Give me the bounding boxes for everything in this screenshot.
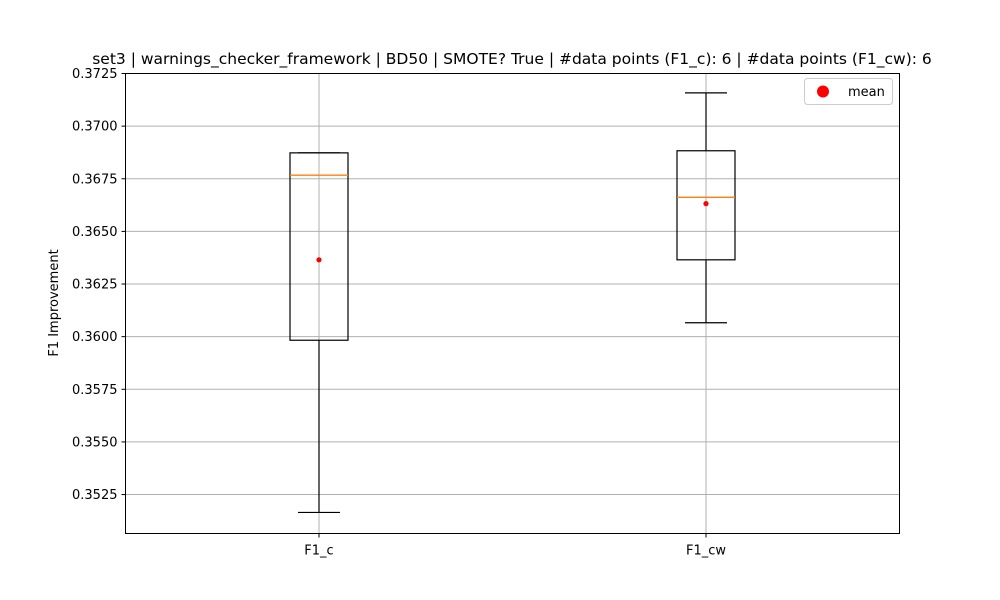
iqr-box: [676, 150, 736, 261]
ticks: 0.3525 0.3550 0.3575 0.3600 0.3625 0.3650 0.36…: [72, 67, 726, 559]
y-tick-label: 0.3575: [72, 383, 118, 398]
y-tick-label: 0.3650: [72, 225, 118, 240]
y-tick-label: 0.3525: [72, 488, 118, 503]
y-axis-label: F1 Improvement: [47, 249, 62, 356]
grid: [125, 73, 900, 534]
box-F1_c: [289, 152, 349, 514]
box-F1_cw: [676, 92, 736, 324]
x-tick-label: F1_cw: [686, 544, 726, 559]
mean-marker: [703, 201, 709, 207]
legend-frame: [804, 78, 893, 105]
y-tick-label: 0.3600: [72, 330, 118, 345]
y-tick-label: 0.3700: [72, 120, 118, 135]
y-tick-label: 0.3675: [72, 172, 118, 187]
y-tick-label: 0.3550: [72, 435, 118, 450]
plot-frame: [125, 73, 900, 534]
y-tick-label: 0.3625: [72, 278, 118, 293]
legend: mean: [804, 78, 893, 105]
iqr-box: [289, 152, 349, 341]
chart-title: set3 | warnings_checker_framework | BD50…: [92, 50, 932, 69]
legend-mean-label: mean: [848, 85, 885, 100]
boxes: [289, 92, 736, 514]
mean-marker: [316, 257, 322, 263]
y-tick-label: 0.3725: [72, 67, 118, 82]
x-tick-label: F1_c: [304, 544, 333, 559]
legend-mean-marker: [817, 85, 829, 98]
